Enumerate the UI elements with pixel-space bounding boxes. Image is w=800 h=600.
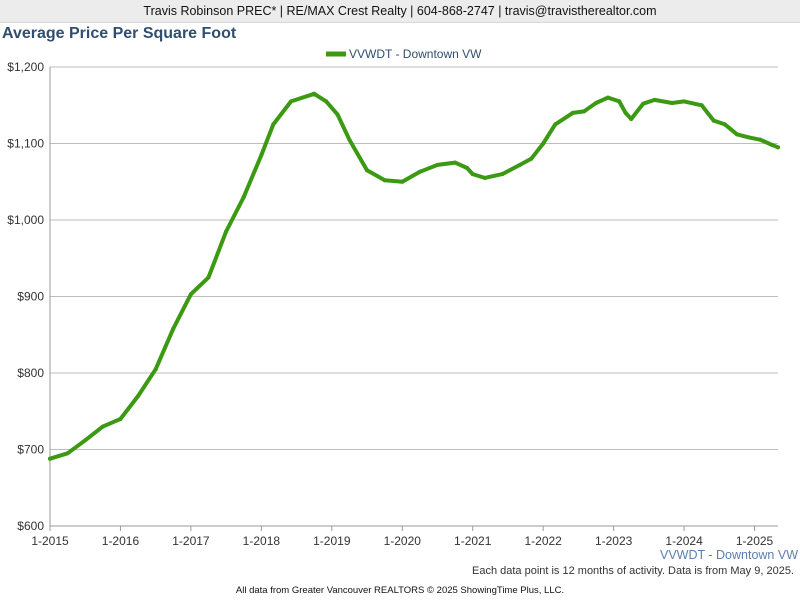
x-tick-label: 1-2022 [524,534,562,548]
y-tick-label: $800 [17,366,44,380]
series-corner-label: VVWDT - Downtown VW [660,548,798,562]
data-point [65,451,70,456]
data-point [641,101,646,106]
data-point [470,172,475,177]
y-tick-label: $1,100 [7,137,44,151]
data-point [623,110,628,115]
y-tick-label: $1,000 [7,213,44,227]
data-point [517,162,522,167]
chart-title: Average Price Per Square Foot [2,25,237,42]
data-point [758,137,763,142]
data-point [682,99,687,104]
data-point [136,394,141,398]
data-point [100,424,105,429]
x-tick-label: 1-2025 [736,534,774,548]
data-point [734,132,739,137]
data-point [582,109,586,114]
data-point [241,195,246,200]
data-point [776,145,780,150]
data-point [188,292,193,297]
data-point [289,99,293,104]
legend-label: VVWDT - Downtown VW [349,47,482,61]
data-point [553,122,558,127]
data-point [453,160,458,165]
data-point [324,99,329,104]
data-point [271,122,276,127]
y-tick-label: $900 [17,290,44,304]
data-point [617,99,622,104]
data-point [365,168,369,173]
data-point [541,141,546,146]
data-point [171,326,176,331]
data-note: Each data point is 12 months of activity… [471,565,794,577]
data-point [570,110,575,115]
x-tick-label: 1-2015 [31,534,69,548]
data-point [259,153,264,157]
data-point [770,143,775,147]
header-bar: Travis Robinson PREC* | RE/MAX Crest Rea… [0,0,800,23]
data-point [224,229,229,234]
y-tick-label: $1,200 [7,60,44,74]
data-source-credit: All data from Greater Vancouver REALTORS… [235,585,565,596]
data-point [417,169,422,174]
data-point [711,118,716,123]
x-tick-label: 1-2017 [172,534,210,548]
x-tick-label: 1-2023 [595,534,633,548]
data-point [746,135,751,140]
data-point [153,367,158,372]
data-point [118,416,123,421]
x-tick-label: 1-2024 [665,534,703,548]
x-tick-label: 1-2021 [454,534,492,548]
series-line [48,91,780,461]
data-point [722,122,727,127]
agent-contact-info: Travis Robinson PREC* | RE/MAX Crest Rea… [143,4,657,18]
data-point [435,162,440,167]
data-point [465,166,470,170]
axes: $600 $700 $800 $900 $1,000 $1,100 $1,200 1-2015… [7,60,778,548]
y-tick-label: $700 [17,443,44,457]
data-point [482,175,487,180]
x-tick-label: 1-2018 [243,534,281,548]
data-point [48,456,52,461]
data-point [382,178,387,183]
data-point [347,137,352,142]
data-point [699,103,704,108]
data-point [500,172,505,177]
x-tick-label: 1-2016 [102,534,140,548]
data-point [629,117,634,121]
data-point [335,112,340,117]
data-point [83,438,88,443]
series-layer [48,91,780,461]
data-point [312,91,317,96]
data-point [606,95,610,100]
x-tick-label: 1-2019 [313,534,351,548]
data-point [652,97,657,102]
legend[interactable]: VVWDT - Downtown VW [326,47,482,61]
gridlines [50,66,778,527]
data-point [670,101,675,105]
data-point [206,275,211,280]
data-point [529,156,534,161]
data-point [400,179,405,184]
x-tick-label: 1-2020 [384,534,422,548]
y-tick-label: $600 [17,519,44,533]
data-point [594,101,598,105]
